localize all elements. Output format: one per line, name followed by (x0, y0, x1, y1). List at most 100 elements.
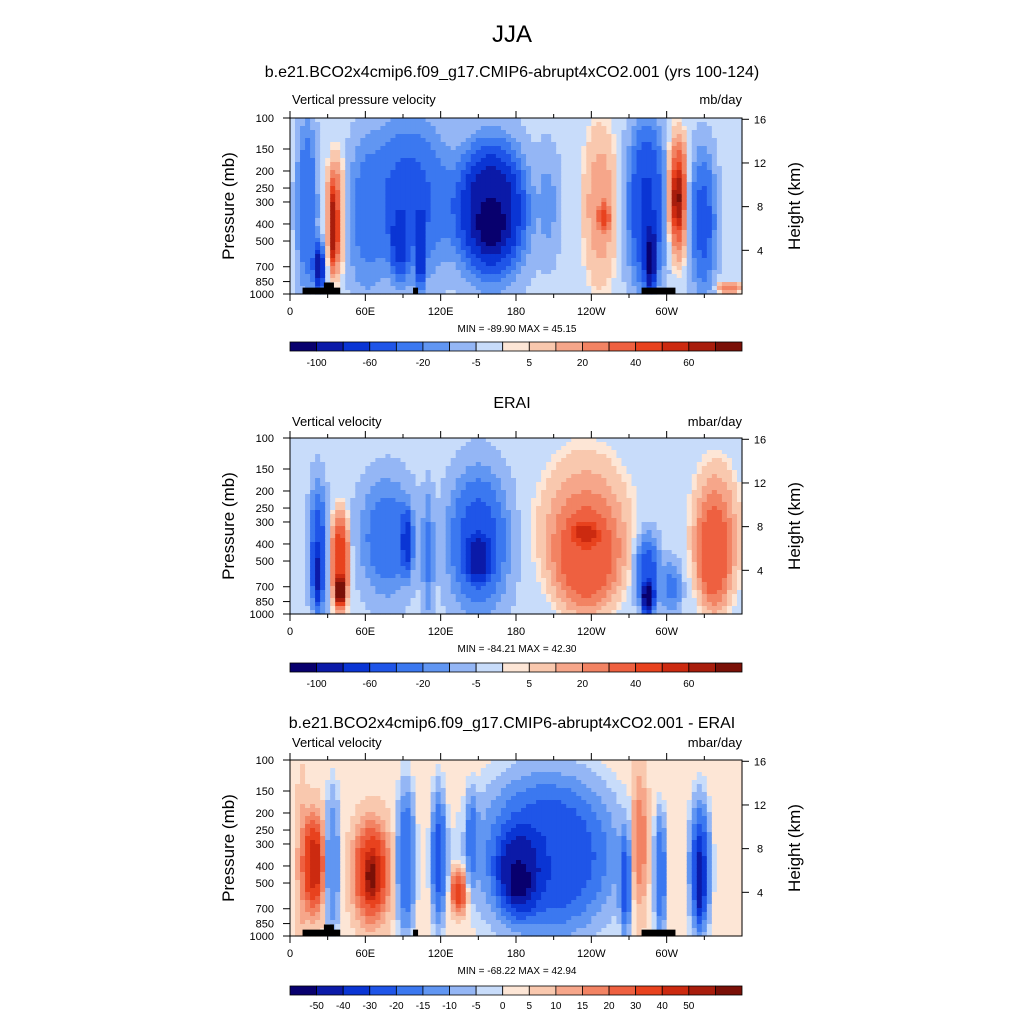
contour-cell (631, 258, 638, 263)
contour-cell (290, 490, 296, 495)
contour-cell (325, 554, 331, 559)
contour-cell (355, 210, 361, 215)
contour-cell (380, 550, 387, 555)
contour-cell (400, 270, 407, 275)
contour-cell (601, 234, 607, 239)
contour-cell (420, 222, 427, 227)
contour-cell (325, 126, 331, 131)
contour-cell (586, 138, 592, 143)
contour-cell (370, 530, 376, 535)
contour-cell (616, 214, 623, 219)
contour-cell (510, 230, 517, 235)
contour-cell (626, 274, 633, 279)
contour-cell (571, 202, 577, 207)
contour-cell (355, 278, 361, 283)
contour-cell (510, 238, 517, 243)
contour-cell (290, 158, 296, 163)
contour-cell (310, 470, 316, 475)
contour-cell (626, 254, 633, 259)
contour-cell (581, 190, 587, 195)
contour-cell (365, 610, 371, 615)
contour-cell (696, 246, 703, 251)
contour-cell (681, 154, 688, 159)
contour-cell (500, 146, 507, 151)
contour-cell (310, 126, 316, 131)
contour-cell (385, 142, 392, 147)
contour-cell (390, 198, 397, 203)
contour-cell (365, 226, 371, 231)
contour-cell (295, 474, 301, 479)
contour-cell (310, 134, 316, 139)
contour-cell (330, 490, 336, 495)
contour-cell (330, 234, 336, 239)
contour-cell (305, 510, 311, 515)
contour-cell (531, 210, 537, 215)
contour-cell (340, 206, 346, 211)
contour-cell (300, 562, 306, 567)
contour-cell (325, 258, 331, 263)
contour-cell (641, 266, 648, 271)
contour-cell (621, 150, 628, 155)
contour-cell (505, 174, 512, 179)
contour-cell (350, 202, 356, 207)
contour-cell (375, 566, 381, 571)
contour-cell (711, 138, 718, 143)
contour-cell (661, 150, 668, 155)
contour-cell (480, 178, 487, 183)
contour-cell (330, 510, 336, 515)
contour-cell (576, 266, 582, 271)
contour-cell (531, 254, 537, 259)
contour-cell (551, 242, 557, 247)
contour-cell (475, 286, 482, 291)
contour-cell (681, 194, 688, 199)
contour-cell (536, 214, 542, 219)
contour-cell (541, 130, 547, 135)
contour-cell (611, 146, 618, 151)
contour-cell (360, 542, 366, 547)
contour-cell (611, 182, 618, 187)
contour-cell (586, 158, 592, 163)
contour-cell (661, 226, 668, 231)
contour-cell (415, 266, 422, 271)
contour-cell (430, 202, 437, 207)
contour-cell (355, 574, 361, 579)
contour-cell (385, 262, 392, 267)
contour-cell (586, 210, 592, 215)
contour-cell (305, 558, 311, 563)
contour-cell (435, 194, 442, 199)
contour-cell (681, 206, 688, 211)
contour-cell (475, 186, 482, 191)
contour-cell (706, 262, 713, 267)
contour-cell (676, 126, 683, 131)
contour-cell (636, 254, 643, 259)
contour-cell (415, 138, 422, 143)
contour-cell (405, 214, 412, 219)
contour-cell (405, 126, 412, 131)
contour-cell (295, 526, 301, 531)
contour-cell (490, 138, 497, 143)
contour-cell (480, 150, 487, 155)
contour-cell (536, 126, 542, 131)
contour-cell (430, 178, 437, 183)
contour-cell (470, 174, 477, 179)
contour-cell (536, 290, 542, 295)
contour-cell (360, 466, 366, 471)
contour-cell (300, 150, 306, 155)
contour-cell (736, 130, 743, 135)
contour-cell (315, 610, 321, 615)
contour-cell (355, 230, 361, 235)
contour-cell (420, 174, 427, 179)
contour-cell (300, 126, 306, 131)
contour-cell (731, 134, 738, 139)
contour-cell (295, 586, 301, 591)
contour-cell (450, 282, 457, 287)
contour-cell (531, 158, 537, 163)
contour-cell (671, 206, 678, 211)
contour-cell (576, 150, 582, 155)
contour-cell (430, 146, 437, 151)
contour-cell (656, 206, 663, 211)
contour-cell (370, 234, 376, 239)
y-tick-label: 400 (256, 219, 274, 231)
contour-cell (300, 558, 306, 563)
contour-cell (305, 502, 311, 507)
